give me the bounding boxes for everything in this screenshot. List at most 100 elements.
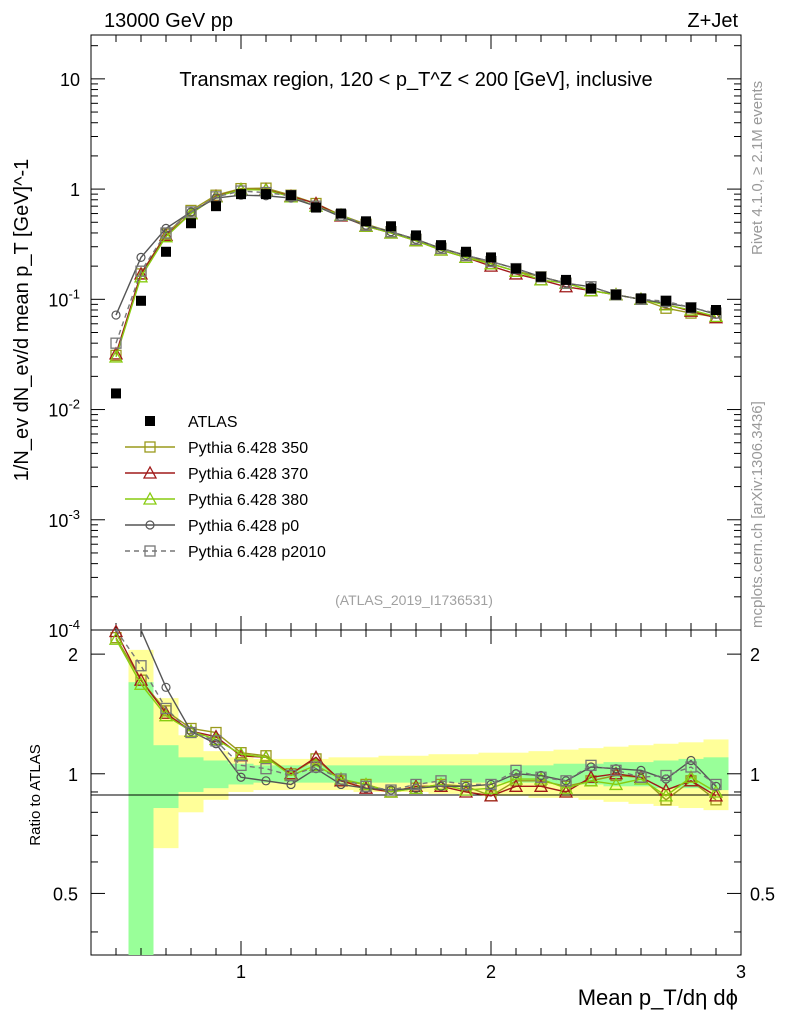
ratio-point (361, 783, 371, 793)
ratio-point (310, 761, 322, 773)
ratio-point (133, 676, 149, 690)
band-inner (153, 745, 179, 809)
atlas-point (611, 289, 621, 300)
ratio-point (608, 777, 624, 791)
ratio-tick-label-right: 1 (750, 765, 760, 785)
legend-label: Pythia 6.428 p2010 (188, 544, 326, 561)
data-point (186, 207, 196, 217)
ratio-point (560, 775, 572, 787)
ratio-point (633, 771, 649, 785)
x-axis-label: Mean p_T/dη dϕ (578, 985, 738, 1010)
ratio-point (385, 784, 397, 796)
atlas-point (386, 221, 396, 232)
atlas-point (261, 189, 271, 200)
atlas-point (161, 246, 171, 257)
ratio-point (410, 778, 422, 791)
atlas-point (336, 208, 346, 219)
atlas-point (286, 190, 296, 201)
legend-marker (144, 545, 156, 557)
ratio-point (458, 784, 474, 798)
atlas-point (111, 388, 121, 399)
ratio-point (533, 778, 549, 792)
ratio-tick-label: 0.5 (53, 884, 78, 904)
atlas-point (311, 202, 321, 213)
legend-item: Pythia 6.428 p2010 (125, 544, 326, 561)
ratio-point (660, 769, 672, 782)
series-line (115, 187, 717, 356)
ratio-point (558, 784, 574, 798)
band-inner (378, 765, 404, 783)
band-inner (128, 682, 154, 955)
legend-marker (145, 520, 155, 530)
ratio-point (611, 764, 621, 774)
band-inner (178, 757, 204, 792)
ratio-point (535, 771, 547, 783)
ratio-line (115, 631, 717, 797)
legend-item: Pythia 6.428 p0 (125, 518, 299, 535)
ratio-point (583, 773, 599, 787)
data-point (708, 309, 724, 323)
series-line (115, 188, 717, 358)
y-axis-label: 1/N_ev dN_ev/d mean p_T [GeV]^-1 (11, 159, 33, 482)
series-1 (110, 182, 722, 362)
atlas-point (136, 295, 146, 306)
atlas-point (461, 246, 471, 257)
ratio-point (135, 660, 147, 672)
ratio-point (460, 778, 472, 791)
atlas-point (661, 295, 671, 306)
atlas-point (411, 230, 421, 241)
ratio-tick-label: 2 (68, 645, 78, 665)
legend-item: Pythia 6.428 370 (125, 465, 308, 483)
ratio-point (161, 682, 171, 692)
side-label-top: Rivet 4.1.0, ≥ 2.1M events (749, 81, 766, 255)
ratio-line (115, 629, 717, 791)
ratio-point (158, 708, 174, 722)
series-line (115, 194, 717, 316)
legend-marker (144, 441, 156, 453)
ratio-point (236, 772, 246, 782)
ratio-point (508, 771, 524, 785)
atlas-point (561, 274, 571, 285)
ratio-point (686, 755, 696, 766)
ratio-tick-label-right: 2 (750, 645, 760, 665)
chart-title: Transmax region, 120 < p_T^Z < 200 [GeV]… (179, 69, 652, 91)
legend-label: Pythia 6.428 350 (188, 440, 308, 457)
ratio-point (708, 784, 724, 798)
ratio-point (583, 769, 599, 783)
ratio-point (386, 785, 396, 795)
analysis-id: (ATLAS_2019_I1736531) (335, 592, 493, 608)
ratio-point (310, 753, 322, 765)
band-inner (478, 765, 504, 783)
data-point (108, 349, 124, 363)
y-tick-label: 10-4 (48, 617, 80, 641)
x-tick-label: 1 (236, 962, 246, 982)
ratio-point (185, 726, 197, 739)
ratio-point (183, 723, 199, 737)
ratio-point (508, 778, 524, 792)
atlas-point (486, 252, 496, 263)
legend-item: Pythia 6.428 350 (125, 440, 308, 457)
data-point (185, 206, 197, 218)
atlas-point (361, 216, 371, 227)
band-inner (403, 765, 429, 783)
ratio-point (585, 759, 597, 772)
series-layer (108, 182, 724, 806)
ratio-point (510, 764, 522, 777)
series-3 (108, 182, 724, 363)
band-inner (353, 765, 379, 783)
data-point (111, 310, 121, 320)
atlas-point (636, 293, 646, 304)
band-inner (703, 757, 729, 791)
y-tick-label: 1 (70, 180, 80, 200)
ratio-point (685, 761, 697, 773)
ratio-point (358, 777, 374, 791)
ratio-point (258, 749, 274, 763)
y-tick-label: 10 (60, 70, 80, 90)
data-point (483, 256, 499, 270)
legend-label: ATLAS (188, 414, 238, 431)
series-4 (111, 190, 721, 320)
legend-item: Pythia 6.428 380 (125, 491, 308, 509)
ratio-point (383, 784, 399, 798)
ratio-point (308, 757, 324, 772)
